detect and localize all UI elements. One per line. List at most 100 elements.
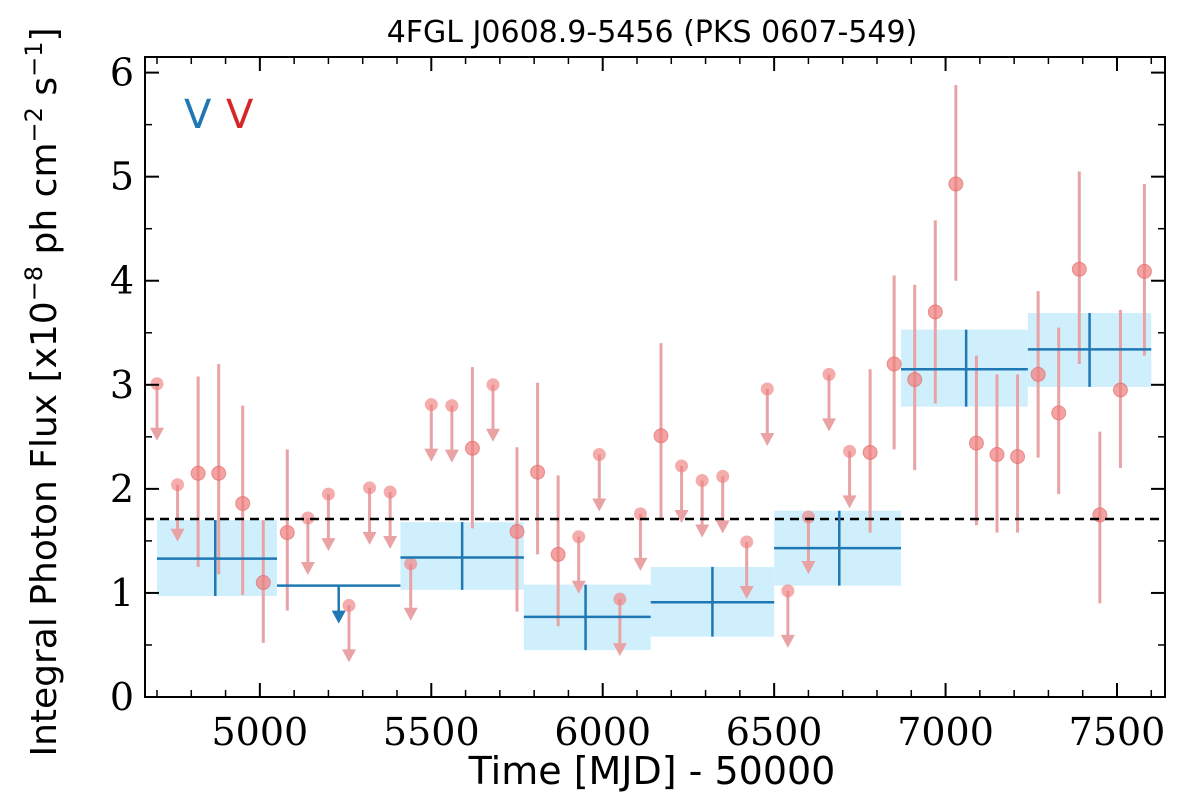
short-bin-ul-point xyxy=(675,459,689,473)
short-bin-ul-arrow xyxy=(321,538,336,552)
short-bin-point xyxy=(255,575,271,591)
short-bin-ul-point xyxy=(342,598,356,612)
plot-frame xyxy=(144,56,1166,698)
axes-ticks: 5000 5500 6000 6500 7000 7500 0 1 2 3 4 5 6 xyxy=(110,51,1166,754)
short-bin-ul-arrow xyxy=(801,560,816,574)
short-bin-ul-arrow xyxy=(571,580,586,594)
short-bin-ul-arrow xyxy=(342,649,356,663)
short-bin-point xyxy=(1010,449,1026,465)
y-tick-label: 3 xyxy=(110,363,134,407)
short-bin-ul-arrow xyxy=(444,449,459,463)
y-axis-label-exp3: −1 xyxy=(20,42,48,77)
x-tick-label: 7000 xyxy=(897,710,994,754)
y-axis-label-unit2: s xyxy=(24,77,65,107)
short-bin-ul-arrow xyxy=(674,509,689,523)
y-tick-label: 0 xyxy=(110,675,134,719)
x-tick-label: 6500 xyxy=(726,710,823,754)
legend-marker-red: V xyxy=(226,92,254,138)
short-bin-point xyxy=(1030,366,1046,382)
short-bin-ul-point xyxy=(695,474,709,488)
short-bin-ul-point xyxy=(760,382,774,396)
short-bin-ul-point xyxy=(572,530,586,544)
short-bin-point xyxy=(1051,405,1067,421)
short-bin-ul-arrow xyxy=(822,418,836,432)
short-bin-point xyxy=(1136,263,1152,279)
short-bin-ul-point xyxy=(424,398,438,412)
x-tick-label: 6000 xyxy=(554,710,651,754)
legend-marker-blue: V xyxy=(184,92,212,138)
short-bin-point xyxy=(927,304,943,320)
y-tick-label: 5 xyxy=(110,155,134,199)
short-bin-ul-point xyxy=(781,584,795,598)
short-bin-ul-point xyxy=(843,444,857,458)
y-axis-label: Integral Photon Flux [x10−8 ph cm−2 s−1] xyxy=(20,27,65,756)
y-tick-label: 4 xyxy=(110,259,134,303)
short-bin-point xyxy=(509,524,525,540)
short-bin-point xyxy=(653,428,669,444)
short-bin-ul-arrow xyxy=(592,498,607,512)
short-bin-ul-arrow xyxy=(403,607,418,621)
short-bin-ul-arrow xyxy=(842,495,857,509)
plot-area xyxy=(145,85,1165,663)
short-bin-point xyxy=(550,546,566,562)
short-bin-ul-point xyxy=(404,557,418,571)
short-bin-ul-point xyxy=(633,507,647,521)
short-bin-point xyxy=(989,447,1005,463)
short-bin-point xyxy=(190,465,206,481)
x-axis-label: Time [MJD] - 50000 xyxy=(468,749,836,793)
y-axis-label-exp2: −2 xyxy=(20,107,48,142)
short-bin-ul-point xyxy=(363,481,377,495)
short-bin-ul-arrow xyxy=(715,520,730,534)
y-axis-label-close: ] xyxy=(24,27,65,41)
short-bin-point xyxy=(907,372,923,388)
short-bin-ul-point xyxy=(321,487,335,501)
short-bin-point xyxy=(464,440,480,456)
short-bin-point xyxy=(530,464,546,480)
short-bin-point xyxy=(862,444,878,460)
short-bin-ul-arrow xyxy=(612,643,627,657)
short-bin-ul-arrow xyxy=(150,427,164,441)
short-bin-ul-point xyxy=(801,510,815,524)
short-bin-point xyxy=(948,176,964,192)
long-bin-ul-arrow xyxy=(331,610,346,624)
y-tick-label: 2 xyxy=(110,467,134,511)
short-bin-ul-point xyxy=(171,478,185,492)
x-tick-label: 5000 xyxy=(211,710,308,754)
short-bin-ul-arrow xyxy=(739,585,754,599)
short-bin-ul-point xyxy=(740,535,754,549)
y-axis-label-main: Integral Photon Flux [x10 xyxy=(24,301,65,756)
short-bin-point xyxy=(1071,261,1087,277)
short-bin-ul-point xyxy=(822,367,836,381)
short-bin-ul-arrow xyxy=(170,528,185,542)
short-bin-ul-arrow xyxy=(695,524,710,538)
short-bin-point xyxy=(1112,382,1128,398)
y-axis-label-unit: ph cm xyxy=(24,142,65,265)
short-bin-ul-point xyxy=(301,511,315,525)
short-bin-ul-arrow xyxy=(486,428,500,442)
short-bin-ul-arrow xyxy=(362,531,377,545)
short-bin-ul-arrow xyxy=(383,535,398,549)
short-bin-ul-arrow xyxy=(780,634,795,648)
short-bin-ul-point xyxy=(445,399,459,413)
short-bin-ul-point xyxy=(592,448,606,462)
short-bin-point xyxy=(235,495,251,511)
short-bin-ul-arrow xyxy=(760,432,775,446)
y-axis-label-exp: −8 xyxy=(20,266,48,301)
short-bin-ul-point xyxy=(486,378,500,392)
short-bin-point xyxy=(211,465,227,481)
short-bin-point xyxy=(279,525,295,541)
short-bin-ul-arrow xyxy=(300,562,315,576)
short-bin-ul-arrow xyxy=(633,557,648,571)
y-tick-label: 1 xyxy=(110,571,134,615)
short-bin-ul-point xyxy=(613,592,627,606)
short-bin-ul-point xyxy=(716,469,730,483)
x-tick-label: 5500 xyxy=(383,710,480,754)
short-bin-ul-arrow xyxy=(424,448,439,462)
y-tick-label: 6 xyxy=(110,51,134,95)
short-bin-point xyxy=(968,435,984,451)
short-bin-ul-point xyxy=(150,377,164,391)
chart-title: 4FGL J0608.9-5456 (PKS 0607-549) xyxy=(387,15,918,50)
x-tick-label: 7500 xyxy=(1069,710,1166,754)
short-bin-point xyxy=(886,356,902,372)
